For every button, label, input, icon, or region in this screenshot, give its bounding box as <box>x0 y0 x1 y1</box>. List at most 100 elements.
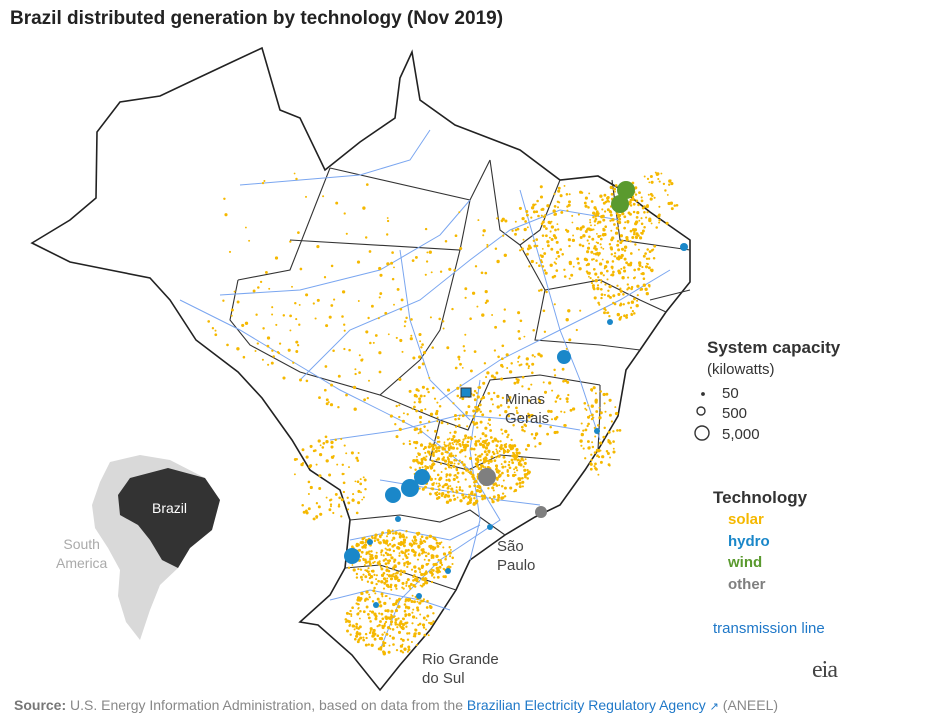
solar-point <box>357 568 360 571</box>
solar-point <box>520 425 524 429</box>
solar-point <box>642 254 646 258</box>
solar-point <box>550 238 554 241</box>
source-text: U.S. Energy Information Administration, … <box>70 697 463 713</box>
solar-point <box>293 458 297 461</box>
solar-point <box>483 362 487 365</box>
solar-point <box>650 180 654 184</box>
solar-point <box>431 463 435 467</box>
solar-point <box>502 455 506 459</box>
solar-point <box>601 232 605 237</box>
solar-point <box>436 570 440 574</box>
solar-point <box>478 442 483 446</box>
solar-point <box>355 576 359 579</box>
solar-point <box>396 287 400 291</box>
solar-point <box>563 275 567 278</box>
solar-point <box>618 217 622 221</box>
solar-point <box>411 549 414 552</box>
solar-point <box>494 468 498 471</box>
solar-point <box>626 288 629 291</box>
solar-point <box>410 583 413 586</box>
solar-point <box>385 632 389 636</box>
solar-point <box>647 266 651 270</box>
solar-point <box>658 213 661 217</box>
solar-point <box>445 478 448 482</box>
solar-point <box>382 640 385 643</box>
capacity-value-5000: 5,000 <box>722 426 760 443</box>
solar-point <box>381 625 385 630</box>
solar-point <box>408 389 412 393</box>
solar-point <box>494 325 498 329</box>
solar-point <box>451 562 454 566</box>
solar-point <box>357 501 361 505</box>
solar-point <box>517 311 521 315</box>
solar-point <box>442 552 447 556</box>
solar-point <box>357 603 360 606</box>
solar-point <box>606 278 609 281</box>
solar-point <box>607 439 611 444</box>
solar-point <box>458 358 461 361</box>
solar-point <box>424 227 428 231</box>
solar-point <box>374 533 378 537</box>
solar-point <box>516 411 519 415</box>
solar-point <box>568 277 571 280</box>
solar-point <box>318 396 321 399</box>
solar-point <box>419 540 422 543</box>
solar-point <box>632 276 636 280</box>
solar-point <box>361 498 364 501</box>
solar-point <box>660 172 663 175</box>
solar-point <box>548 236 551 239</box>
solar-point <box>587 206 590 209</box>
solar-point <box>527 365 531 368</box>
solar-point <box>417 365 421 370</box>
solar-point <box>415 395 419 398</box>
solar-point <box>623 226 626 230</box>
solar-point <box>417 567 421 570</box>
solar-point <box>657 177 660 181</box>
solar-point <box>554 236 558 240</box>
solar-point <box>418 397 422 401</box>
solar-point <box>592 211 596 215</box>
solar-point <box>617 269 621 273</box>
solar-point <box>415 576 418 579</box>
solar-point <box>428 442 432 446</box>
solar-point <box>498 484 501 487</box>
solar-point <box>584 407 587 410</box>
solar-point <box>393 303 395 306</box>
solar-point <box>517 451 521 455</box>
solar-point <box>351 564 354 566</box>
external-link-icon[interactable]: ↗ <box>709 701 719 713</box>
solar-point <box>395 599 399 603</box>
solar-point <box>568 200 571 204</box>
solar-point <box>567 309 571 313</box>
solar-point <box>438 570 442 574</box>
solar-point <box>419 340 422 343</box>
solar-point <box>553 303 556 306</box>
solar-point <box>594 224 596 227</box>
solar-point <box>444 451 447 454</box>
solar-point <box>436 401 439 404</box>
solar-point <box>564 379 568 383</box>
label-minas-gerais: Minas Gerais <box>505 391 550 427</box>
solar-point <box>403 647 407 651</box>
solar-point <box>394 621 397 624</box>
solar-point <box>438 565 442 569</box>
solar-point <box>368 553 371 556</box>
solar-point <box>510 362 513 365</box>
solar-point <box>433 537 437 541</box>
solar-point <box>594 217 598 221</box>
source-link[interactable]: Brazilian Electricity Regulatory Agency <box>466 697 706 713</box>
solar-point <box>483 457 486 461</box>
solar-point <box>495 371 499 375</box>
solar-point <box>340 437 343 441</box>
solar-point <box>511 451 515 454</box>
solar-point <box>648 285 651 288</box>
solar-point <box>445 483 449 486</box>
solar-point <box>535 262 538 264</box>
solar-point <box>340 515 343 518</box>
solar-point <box>457 355 461 359</box>
solar-point <box>372 341 375 344</box>
solar-point <box>640 196 643 199</box>
solar-point <box>584 196 588 200</box>
solar-point <box>506 435 509 439</box>
solar-point <box>236 347 240 351</box>
